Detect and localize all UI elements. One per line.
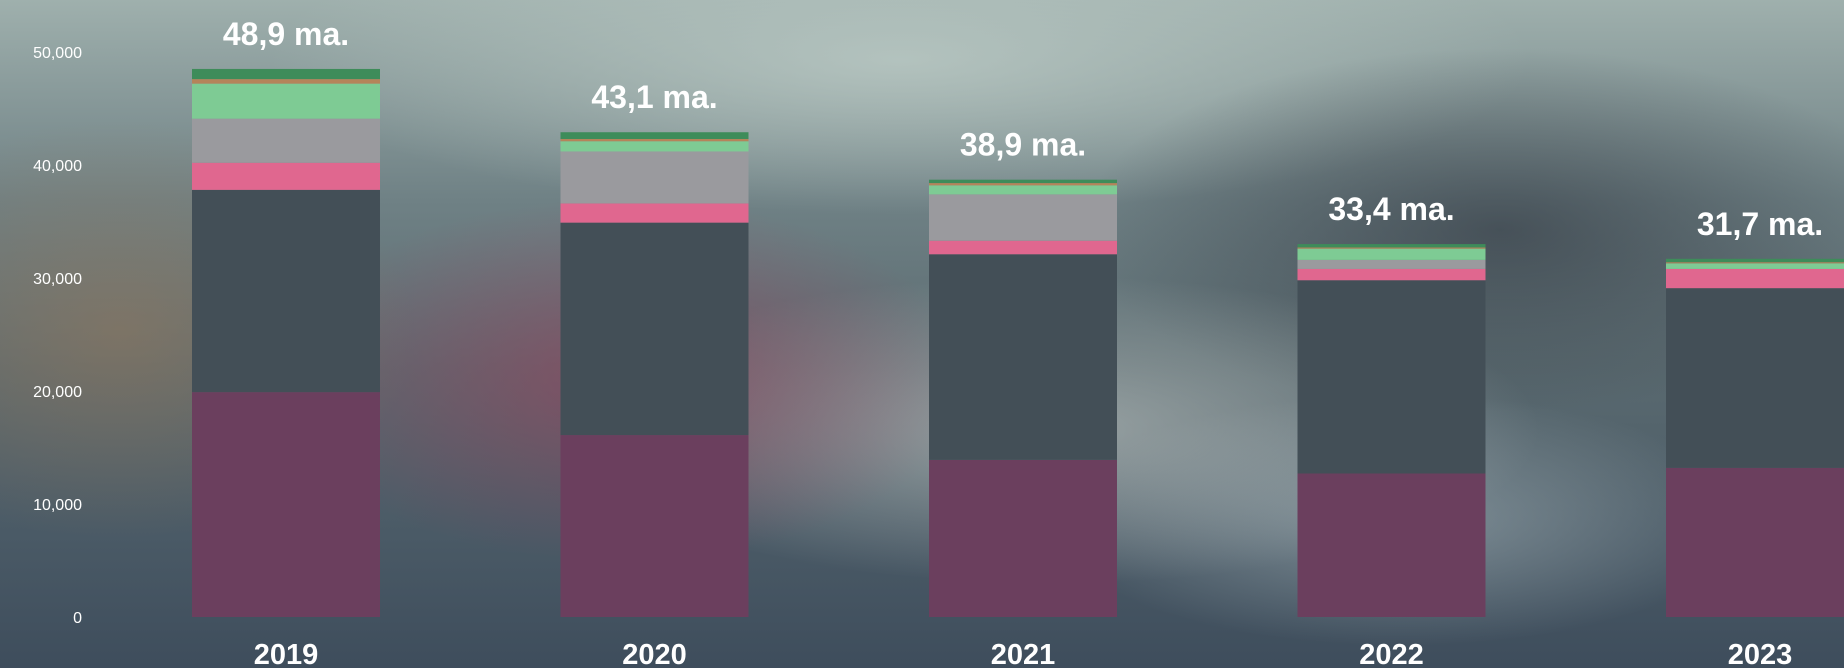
y-tick-label: 20,000 (33, 384, 82, 401)
x-category-label: 2019 (254, 639, 319, 668)
bar-segment (929, 254, 1117, 460)
bar-segment (192, 79, 380, 84)
bar-stacks (192, 68, 1844, 617)
bar-segment (192, 189, 380, 393)
bar-segment (560, 151, 749, 204)
bar-total-label: 33,4 ma. (1328, 191, 1454, 227)
bar-total-label: 43,1 ma. (591, 79, 717, 115)
bar-segment (929, 459, 1117, 617)
bar-segment (1666, 258, 1844, 263)
y-tick-label: 40,000 (33, 158, 82, 175)
bar-segment (1297, 280, 1486, 474)
bar-segment (560, 139, 749, 142)
bar-segment (1666, 268, 1844, 289)
bar-segment (192, 83, 380, 119)
bar-segment (560, 222, 749, 436)
x-category-label: 2022 (1359, 639, 1424, 668)
bar-segment (1297, 248, 1486, 260)
y-tick-label: 50,000 (33, 45, 82, 62)
bar-segment (929, 179, 1117, 184)
bar-segment (1666, 288, 1844, 468)
bar-total-label: 48,9 ma. (223, 16, 349, 52)
bar-segment (560, 203, 749, 223)
bar-segment (1297, 473, 1486, 617)
bar-segment (560, 141, 749, 152)
y-tick-label: 0 (73, 610, 82, 627)
bar-segment (929, 194, 1117, 241)
bar-segment (560, 435, 749, 617)
x-category-label: 2020 (622, 639, 687, 668)
bar-segment (1666, 263, 1844, 269)
y-tick-label: 30,000 (33, 271, 82, 288)
bar-segment (1297, 244, 1486, 248)
bar-segment (929, 240, 1117, 255)
bar-segment (1666, 262, 1844, 264)
y-tick-label: 10,000 (33, 497, 82, 514)
total-labels: 48,9 ma. 43,1 ma. 38,9 ma. 33,4 ma. 31,7… (223, 16, 1823, 242)
bar-segment (1297, 268, 1486, 281)
y-axis: 0 10,000 20,000 30,000 40,000 50,000 (33, 45, 82, 627)
x-category-label: 2021 (991, 639, 1056, 668)
bar-segment (192, 392, 380, 617)
bar-segment (192, 162, 380, 190)
bar-segment (1297, 259, 1486, 269)
bar-total-label: 38,9 ma. (960, 127, 1086, 163)
bar-segment (929, 183, 1117, 186)
bar-segment (929, 185, 1117, 195)
bar-segment (192, 68, 380, 80)
bar-total-label: 31,7 ma. (1697, 206, 1823, 242)
bar-segment (1297, 247, 1486, 249)
x-axis: 2019 2020 2021 2022 2023 (254, 639, 1793, 668)
bar-segment (1666, 467, 1844, 617)
x-category-label: 2023 (1728, 639, 1793, 668)
bar-segment (560, 132, 749, 140)
bar-segment (192, 118, 380, 163)
